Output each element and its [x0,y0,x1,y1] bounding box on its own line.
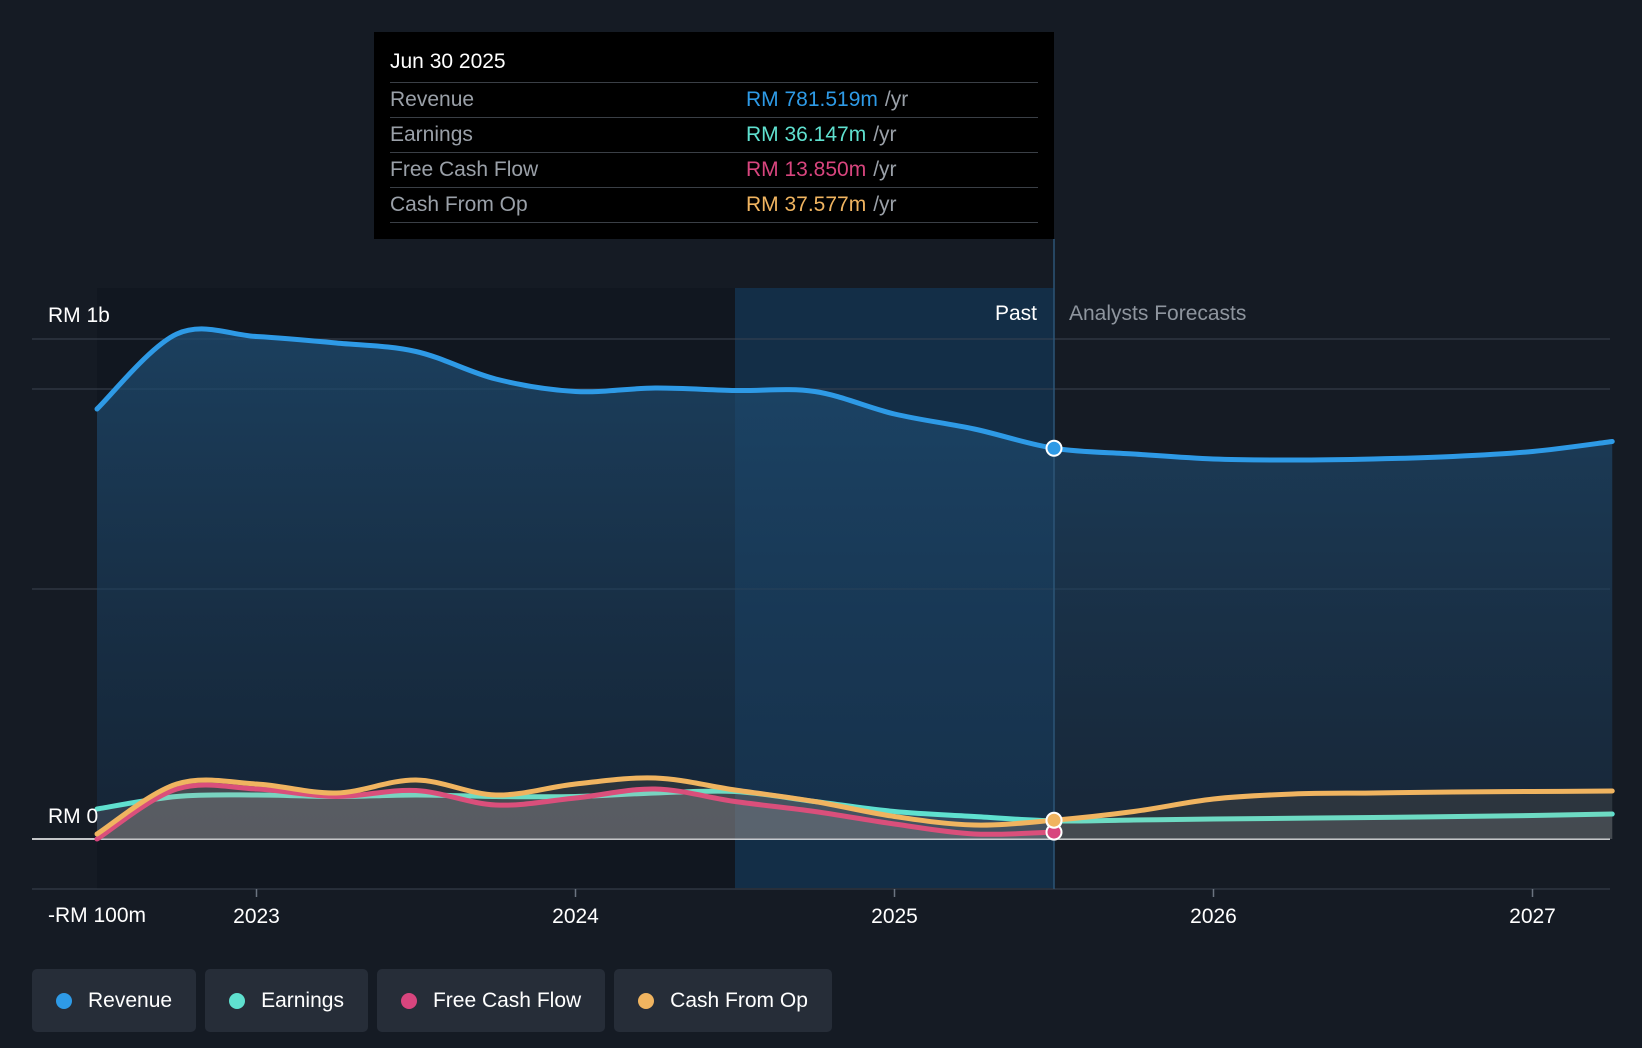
free-cash-flow-line [94,782,1057,842]
cash-from-op-dot-icon [638,992,655,1009]
tooltip-value: RM 781.519m [746,88,878,111]
tooltip-row-free-cash-flow: Free Cash Flow RM 13.850m /yr [390,153,1038,188]
tooltip-unit: /yr [873,158,897,181]
x-tick-label: 2025 [871,905,918,928]
tooltip: Jun 30 2025 Revenue RM 781.519m /yr Earn… [374,32,1054,239]
revenue-dot-icon [56,992,72,1009]
legend-item-earnings[interactable]: Earnings [205,969,368,1032]
legend-label: Free Cash Flow [432,988,582,1012]
x-tick-label: 2027 [1509,905,1556,928]
y-tick-label: RM 0 [48,805,98,828]
x-tick-label: 2026 [1190,905,1237,928]
legend-label: Earnings [261,988,344,1012]
tooltip-row-earnings: Earnings RM 36.147m /yr [390,118,1038,153]
tooltip-label: Earnings [390,123,473,146]
cash-from-op-line [94,775,1615,837]
legend-item-revenue[interactable]: Revenue [32,969,197,1032]
tooltip-unit: /yr [873,123,897,146]
tooltip-label: Cash From Op [390,193,528,216]
earnings-dot-icon [229,992,246,1009]
tooltip-date: Jun 30 2025 [390,46,1038,83]
tooltip-row-cash-from-op: Cash From Op RM 37.577m /yr [390,188,1038,223]
legend-item-free-cash-flow[interactable]: Free Cash Flow [376,969,606,1032]
legend-label: Revenue [88,988,173,1012]
forecast-label: Analysts Forecasts [1069,302,1246,325]
tooltip-row-revenue: Revenue RM 781.519m /yr [390,83,1038,118]
legend-item-cash-from-op[interactable]: Cash From Op [614,969,832,1032]
tooltip-value: RM 36.147m [746,123,867,146]
revenue-line [94,326,1615,463]
legend-label: Cash From Op [670,988,808,1012]
y-tick-label: RM 1b [48,304,110,327]
tooltip-unit: /yr [884,88,909,111]
revenue-area [97,328,1613,839]
x-tick-label: 2024 [552,905,599,928]
revenue-marker [1045,439,1063,457]
tooltip-value: RM 37.577m [746,193,867,216]
x-tick-label: 2023 [233,905,280,928]
cash-from-op-marker [1045,811,1063,829]
tooltip-label: Revenue [390,88,475,111]
tooltip-label: Free Cash Flow [390,158,539,181]
tooltip-value: RM 13.850m [746,158,867,181]
past-label: Past [995,302,1037,325]
tooltip-unit: /yr [873,193,897,216]
y-tick-label: -RM 100m [48,904,146,927]
free-cash-flow-dot-icon [400,992,417,1009]
legend: Revenue Earnings Free Cash Flow Cash Fro… [32,969,832,1032]
